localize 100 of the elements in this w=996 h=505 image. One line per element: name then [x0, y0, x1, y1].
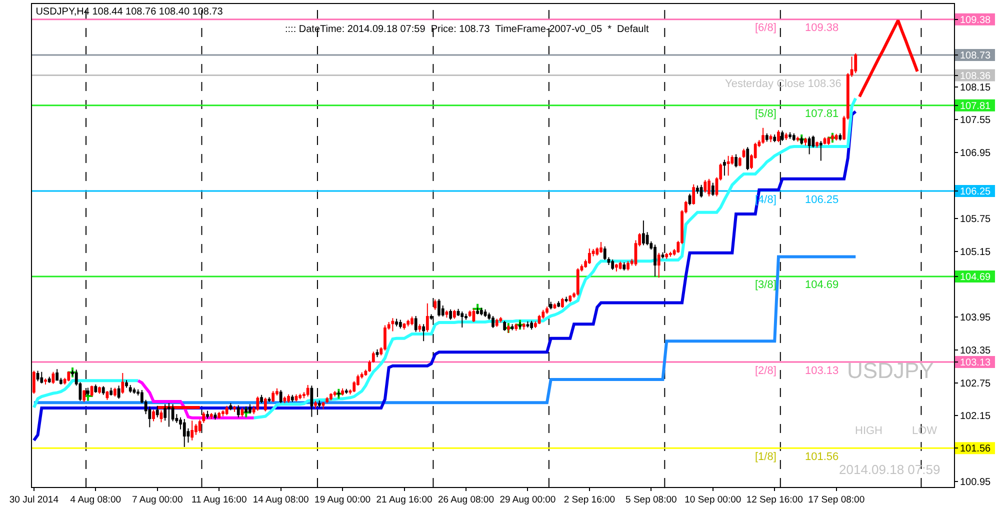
candlestick	[283, 396, 286, 404]
candlestick	[56, 368, 59, 382]
x-tick-label: 7 Aug 00:00	[132, 494, 183, 505]
candlestick	[792, 132, 796, 142]
candlestick	[588, 248, 591, 264]
candlestick	[110, 387, 113, 396]
annotation: 2014.09.18 07:59	[839, 462, 940, 477]
candlestick	[445, 310, 448, 318]
candlestick	[746, 146, 750, 171]
candlestick	[769, 134, 772, 143]
text: [3/8] 104.69	[755, 279, 839, 291]
candlestick	[514, 323, 518, 332]
line-series	[858, 18, 919, 98]
candlestick	[495, 318, 498, 328]
candlestick	[391, 318, 394, 332]
candlestick	[711, 182, 714, 196]
candlestick	[506, 324, 510, 334]
candlestick	[460, 311, 464, 328]
candlestick	[600, 241, 602, 254]
candlestick	[784, 132, 788, 140]
y-tick-label: 108.36	[960, 70, 992, 82]
y-tick-label: 105.15	[960, 246, 992, 258]
candlestick	[248, 404, 252, 414]
candlestick	[788, 132, 792, 140]
candlestick	[341, 388, 344, 396]
x-tick-label: 12 Sep 16:00	[746, 494, 803, 505]
candlestick	[268, 396, 271, 403]
candlestick	[773, 134, 776, 143]
y-tick-label: 107.81	[960, 100, 992, 112]
candlestick	[229, 402, 232, 411]
candlestick	[326, 396, 329, 404]
candlestick	[796, 136, 800, 142]
text: [1/8] 101.56	[755, 451, 839, 463]
candlestick	[121, 372, 124, 394]
candlestick	[298, 393, 302, 400]
candlestick	[225, 405, 228, 416]
candlestick	[90, 385, 94, 398]
y-tick-label: 103.13	[960, 358, 992, 368]
candlestick	[222, 410, 224, 417]
candlestick	[688, 193, 692, 206]
candlestick	[152, 409, 155, 422]
candlestick	[236, 404, 240, 418]
candlestick	[704, 179, 707, 194]
x-tick-label: 19 Aug 00:00	[314, 494, 371, 505]
candlestick	[723, 159, 726, 176]
candlestick	[499, 316, 502, 324]
candlestick	[510, 324, 514, 331]
y-tick-label: 108.73	[960, 50, 992, 62]
candlestick	[449, 308, 452, 320]
y-tick-label: 106.95	[960, 148, 992, 160]
y-tick-label: 104.69	[960, 272, 992, 283]
annotation: LOW	[912, 425, 938, 437]
candlestick	[214, 412, 217, 420]
candlestick	[44, 378, 47, 385]
candlestick	[526, 320, 530, 328]
candlestick	[206, 410, 209, 419]
candlestick	[40, 371, 44, 384]
candlestick	[306, 384, 310, 398]
candlestick	[765, 132, 768, 142]
candlestick	[476, 307, 480, 315]
candlestick	[256, 396, 260, 412]
candlestick	[831, 134, 834, 142]
y-tick-label: 109.38	[960, 14, 992, 26]
candlestick	[438, 298, 440, 317]
candlestick	[816, 141, 818, 148]
candlestick	[665, 252, 668, 260]
candlestick	[696, 184, 699, 194]
candlestick	[518, 321, 522, 330]
text: [2/8] 103.13	[755, 365, 839, 377]
candlestick	[576, 268, 580, 296]
candlestick	[240, 407, 244, 418]
candlestick	[48, 376, 51, 384]
candlestick	[804, 137, 807, 146]
candlestick	[414, 315, 418, 332]
candlestick	[726, 155, 730, 176]
candlestick	[406, 319, 410, 327]
candlestick	[834, 133, 838, 142]
x-tick-label: 4 Aug 08:00	[70, 494, 122, 505]
x-tick-label: 5 Sep 08:00	[626, 494, 677, 505]
candlestick	[603, 246, 606, 261]
y-tick-label: 106.25	[960, 186, 992, 198]
candlestick	[67, 370, 70, 382]
candlestick	[452, 309, 456, 320]
candlestick	[738, 156, 742, 167]
candlestick	[402, 322, 406, 330]
candlestick	[708, 178, 710, 197]
candlestick	[368, 360, 371, 372]
candlestick	[233, 405, 236, 412]
candlestick	[700, 184, 703, 198]
candlestick	[468, 310, 472, 318]
candlestick	[734, 154, 738, 168]
x-tick-label: 17 Sep 08:00	[808, 494, 865, 505]
candlestick	[422, 324, 426, 342]
candlestick	[557, 300, 560, 308]
candlestick	[657, 252, 660, 278]
candlestick	[503, 320, 506, 332]
candlestick	[777, 130, 780, 143]
candlestick	[82, 389, 86, 403]
candlestick	[244, 406, 248, 414]
candlestick	[568, 294, 572, 303]
